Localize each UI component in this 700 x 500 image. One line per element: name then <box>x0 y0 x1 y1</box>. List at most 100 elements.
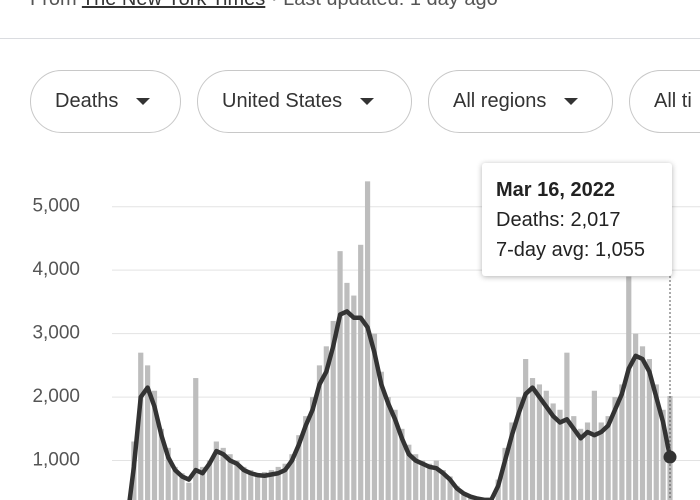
bar <box>275 466 281 500</box>
bar <box>399 428 405 500</box>
bar <box>591 390 597 500</box>
source-line: From The New York Times · Last updated: … <box>30 0 498 11</box>
tooltip-date: Mar 16, 2022 <box>496 179 615 201</box>
bar <box>268 470 274 500</box>
chip-label: All ti <box>654 90 692 112</box>
bar <box>309 397 316 500</box>
bar <box>660 409 666 500</box>
bar <box>241 466 247 500</box>
bar <box>419 460 426 500</box>
bar <box>543 390 549 500</box>
bar <box>206 460 213 500</box>
bar <box>619 384 625 500</box>
bar <box>598 422 604 500</box>
bar <box>612 397 618 500</box>
bar <box>358 244 364 500</box>
bar <box>523 359 529 500</box>
filter-chip[interactable]: Deaths <box>30 70 181 133</box>
bar <box>179 473 185 500</box>
bar <box>172 466 178 500</box>
bar <box>447 476 453 500</box>
bar <box>646 359 652 500</box>
bar <box>303 416 309 500</box>
dropdown-arrow <box>360 98 375 105</box>
bar <box>502 447 508 500</box>
bar <box>509 422 515 500</box>
bar <box>605 416 611 500</box>
divider <box>0 38 700 39</box>
bar <box>344 282 350 500</box>
bar <box>536 384 543 500</box>
bar <box>578 428 584 500</box>
bar <box>639 346 646 500</box>
bar <box>220 447 226 500</box>
bar <box>234 460 240 500</box>
bar <box>337 251 343 500</box>
tooltip: Mar 16, 2022 Deaths: 2,017 7-day avg: 1,… <box>482 163 672 276</box>
bar <box>165 447 171 500</box>
bar <box>385 397 391 500</box>
bar <box>193 378 199 500</box>
bar <box>282 463 288 500</box>
y-tick-label: 1,000 <box>32 450 80 471</box>
bar <box>378 371 384 500</box>
hover-dot <box>663 450 677 464</box>
bar <box>323 346 329 500</box>
bar <box>571 416 577 500</box>
y-tick-label: 2,000 <box>32 386 80 407</box>
dropdown-arrow <box>136 98 151 105</box>
bar <box>254 473 261 500</box>
filter-chip[interactable]: All ti <box>629 70 700 133</box>
bar <box>248 470 254 500</box>
updated: · Last updated: 1 day ago <box>271 0 498 10</box>
chip-label: Deaths <box>55 90 119 112</box>
bar <box>433 460 439 500</box>
bar <box>371 333 378 500</box>
bar <box>158 428 164 500</box>
bar <box>557 409 563 500</box>
bar <box>454 485 460 500</box>
avg-line <box>127 309 673 500</box>
bar <box>653 384 659 500</box>
y-tick-label: 5,000 <box>32 196 80 217</box>
bar <box>330 320 336 500</box>
bar <box>529 378 536 500</box>
bar <box>364 181 371 500</box>
bar <box>626 276 632 500</box>
bar <box>461 492 467 500</box>
bar <box>261 471 268 500</box>
bar <box>151 390 158 500</box>
bar <box>289 454 295 500</box>
bar <box>213 441 219 500</box>
filter-chip[interactable]: All regions <box>428 70 613 133</box>
bar <box>316 365 323 500</box>
bar <box>584 422 591 500</box>
bar <box>392 409 398 500</box>
y-tick-label: 4,000 <box>32 259 80 280</box>
bar <box>406 444 412 500</box>
bar <box>351 295 357 500</box>
bar <box>550 403 556 500</box>
chip-label: United States <box>222 90 343 112</box>
chip-label: All regions <box>453 90 547 112</box>
tooltip-line: 7-day avg: 1,055 <box>496 239 645 261</box>
bar <box>440 470 446 500</box>
source-link[interactable]: The New York Times <box>82 0 265 10</box>
bar <box>145 365 151 500</box>
bar <box>564 352 570 500</box>
bar <box>138 352 144 500</box>
bar <box>633 333 639 500</box>
bar <box>186 482 192 500</box>
dropdown-arrow <box>564 98 579 105</box>
source-prefix: From <box>30 0 77 10</box>
y-tick-label: 3,000 <box>32 323 80 344</box>
bar <box>200 466 206 500</box>
filter-chip[interactable]: United States <box>197 70 412 133</box>
bar <box>413 454 419 500</box>
bar <box>516 397 522 500</box>
bar <box>227 454 233 500</box>
bar <box>426 463 433 500</box>
tooltip-line: Deaths: 2,017 <box>496 209 621 231</box>
